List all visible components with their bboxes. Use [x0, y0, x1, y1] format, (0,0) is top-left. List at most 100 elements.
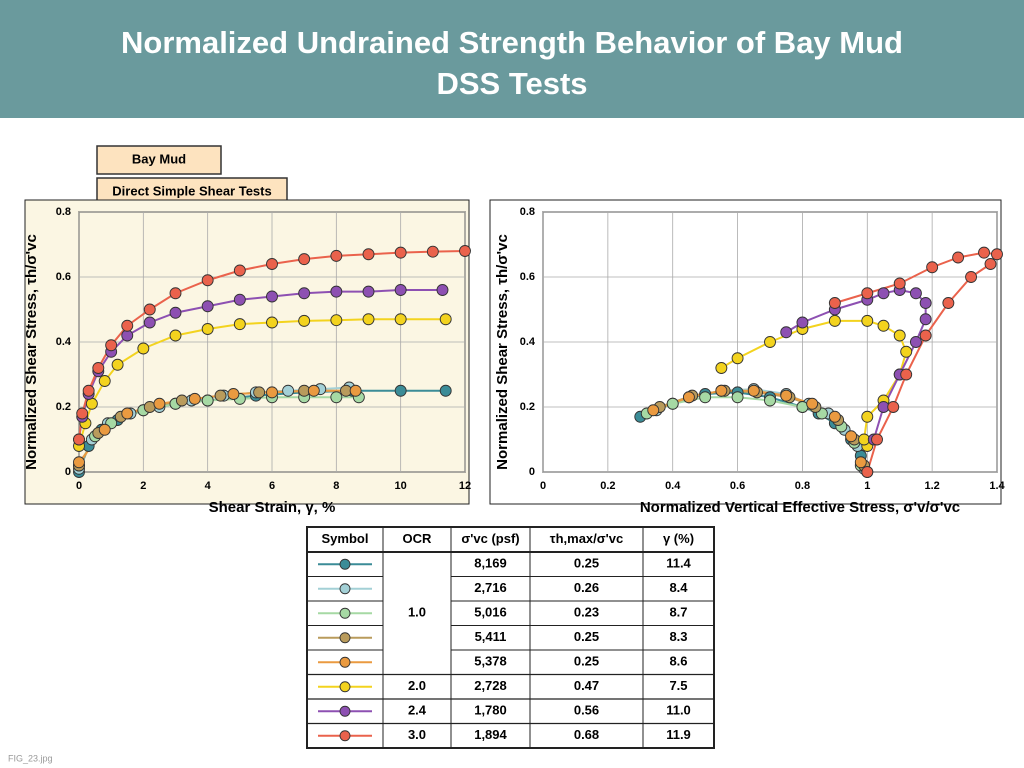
data-point: [780, 389, 793, 402]
data-point: [394, 313, 407, 326]
data-point: [82, 384, 95, 397]
data-point: [111, 358, 124, 371]
data-point: [861, 314, 874, 327]
table-cell: 11.4: [666, 556, 691, 571]
symbol-marker: [339, 558, 351, 570]
symbol-marker: [339, 681, 351, 693]
table-cell: 0.26: [574, 580, 599, 595]
table-cell: 1,780: [474, 703, 507, 718]
symbol-marker: [339, 656, 351, 668]
x-axis-label: Normalized Vertical Effective Stress, σ'…: [640, 499, 960, 516]
table-header: τh,max/σ'vc: [550, 531, 623, 546]
data-point: [266, 258, 278, 270]
y-tick-label: 0.2: [56, 401, 71, 413]
table-cell: 8.7: [669, 605, 687, 620]
data-point: [233, 318, 246, 331]
y-tick-label: 0: [65, 466, 71, 478]
y-tick-label: 0.8: [520, 206, 535, 218]
title-line: Normalized Undrained Strength Behavior o…: [121, 25, 903, 60]
y-tick-label: 0.8: [56, 206, 71, 218]
data-point: [330, 391, 343, 404]
table-cell: 11.0: [666, 703, 691, 718]
table-cell: 0.25: [574, 629, 599, 644]
data-point: [978, 246, 990, 259]
table-cell: 2,716: [474, 580, 507, 595]
data-point: [715, 384, 728, 397]
data-point: [900, 368, 913, 381]
y-tick-label: 0: [529, 466, 535, 478]
data-point: [394, 246, 407, 259]
table-cell: 8.3: [669, 629, 687, 644]
data-point: [73, 456, 85, 469]
symbol-marker: [339, 705, 351, 717]
table-cell: 8.4: [669, 580, 688, 595]
data-point: [394, 384, 407, 397]
table-cell: 0.68: [574, 727, 599, 742]
data-point: [715, 362, 728, 374]
table-header: Symbol: [322, 531, 369, 546]
table-cell: 8.6: [669, 654, 687, 669]
data-point: [828, 314, 841, 327]
x-tick-label: 0: [76, 480, 82, 492]
data-point: [330, 249, 343, 262]
data-point: [201, 300, 214, 313]
data-point: [861, 466, 874, 478]
label: Bay Mud: [132, 151, 186, 166]
data-point: [780, 326, 793, 339]
data-point: [121, 319, 134, 332]
table-header: σ'vc (psf): [461, 531, 519, 546]
data-point: [233, 264, 246, 277]
table-cell: 5,016: [474, 605, 507, 620]
x-tick-label: 0.6: [730, 480, 745, 492]
y-tick-label: 0.4: [56, 336, 72, 348]
data-point: [227, 388, 240, 400]
data-point: [893, 277, 906, 290]
data-point: [877, 287, 890, 300]
data-point: [266, 386, 278, 399]
table-cell: 2.0: [408, 678, 426, 693]
data-point: [666, 397, 679, 410]
data-point: [143, 303, 156, 316]
data-point: [436, 284, 449, 296]
data-point: [731, 352, 744, 365]
table-cell: 0.25: [574, 654, 599, 669]
table-cell: 2,728: [474, 678, 507, 693]
data-point: [952, 251, 965, 264]
data-point: [991, 248, 1003, 261]
data-point: [153, 397, 166, 410]
data-point: [349, 384, 362, 397]
data-point: [439, 384, 452, 397]
data-point: [169, 306, 182, 319]
data-point: [105, 339, 118, 352]
y-tick-label: 0.6: [56, 271, 71, 283]
data-point: [731, 391, 744, 404]
x-tick-label: 0.4: [665, 480, 681, 492]
data-point: [828, 410, 841, 423]
data-point: [175, 394, 188, 407]
data-point: [984, 258, 997, 270]
data-point: [909, 287, 922, 300]
data-point: [887, 401, 900, 413]
series-line: [78, 289, 443, 440]
data-point: [169, 287, 182, 300]
data-point: [806, 397, 819, 410]
table-cell: 5,411: [475, 629, 507, 644]
data-point: [942, 297, 955, 309]
data-point: [877, 319, 890, 332]
data-point: [861, 410, 874, 423]
data-point: [307, 384, 320, 397]
y-axis-label: Normalized Shear Stress, τh/σ'vc: [494, 234, 511, 470]
data-point: [900, 345, 913, 358]
data-point: [426, 245, 439, 258]
table-header: γ (%): [663, 531, 694, 546]
y-tick-label: 0.4: [520, 336, 536, 348]
data-point: [909, 336, 922, 348]
data-point: [926, 261, 939, 274]
data-point: [330, 314, 343, 327]
data-point: [828, 297, 841, 309]
y-tick-label: 0.6: [520, 271, 535, 283]
x-tick-label: 0.2: [600, 480, 615, 492]
data-point: [893, 329, 906, 342]
data-point: [98, 375, 111, 387]
